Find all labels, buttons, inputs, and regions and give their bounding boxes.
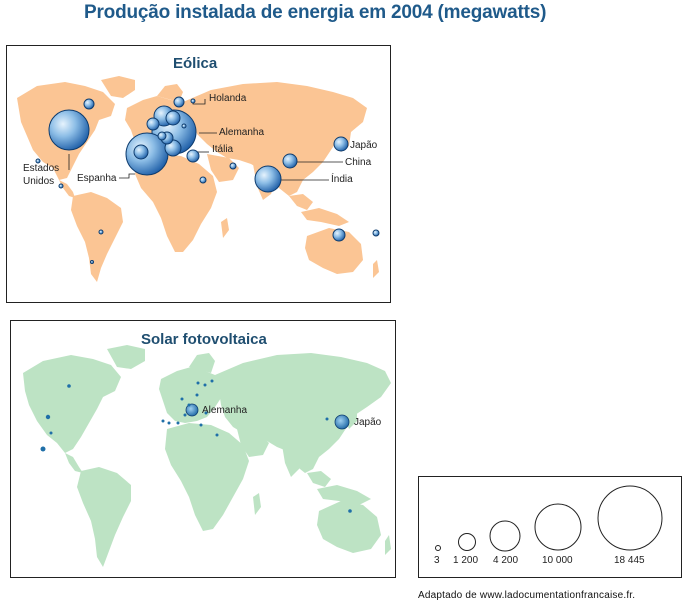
label-india: Índia (331, 174, 353, 185)
solar-dot-israel (215, 433, 219, 437)
solar-dot-korea (325, 417, 329, 421)
bubble-argentina (90, 260, 94, 264)
bubble-costarica (35, 158, 41, 164)
solar-dot-switzerland (176, 421, 180, 425)
solar-landmass (23, 345, 391, 567)
bubble-france (157, 131, 167, 141)
legend-label-3: 3 (434, 555, 440, 566)
solar-dot-denmark (195, 393, 199, 397)
label-holanda: Holanda (209, 93, 247, 104)
solar-dot-canada (67, 384, 71, 388)
solar-dot-finland (210, 379, 214, 383)
legend-circles (435, 485, 663, 552)
solar-dot-usa-1 (45, 414, 51, 420)
solar-map-panel: Solar fotovoltaica Alemanha Japão (10, 320, 396, 578)
bubble-newzealand (372, 229, 380, 237)
bubble-portugal (133, 144, 149, 160)
label-solar-alemanha: Alemanha (202, 405, 248, 416)
wind-map-title: Eólica (173, 55, 218, 72)
legend-circle-18445 (597, 485, 663, 551)
legend-circle-3 (435, 545, 441, 551)
bubble-usa (48, 109, 90, 151)
label-japao: Japão (350, 140, 378, 151)
solar-dot-portugal (161, 419, 165, 423)
bubble-india (254, 165, 282, 193)
legend-circle-1200 (458, 533, 476, 551)
legend-label-18445: 18 445 (614, 555, 645, 566)
solar-dot-italy (199, 423, 203, 427)
solar-dot-uk (180, 397, 184, 401)
bubble-canada (83, 98, 95, 110)
label-estados-unidos-2: Unidos (23, 176, 55, 187)
wind-leader-lines (68, 99, 343, 181)
solar-dots (40, 379, 352, 513)
bubble-uk (146, 117, 160, 131)
solar-dot-australia (348, 509, 352, 513)
solar-world-map (23, 345, 391, 567)
bubble-norway (173, 96, 185, 108)
bubble-finland (190, 98, 196, 104)
page-title: Produção instalada de energia em 2004 (m… (84, 2, 547, 23)
solar-dot-spain (167, 421, 171, 425)
solar-dot-germany (185, 403, 199, 417)
solar-dot-france (183, 413, 187, 417)
solar-dot-usa-2 (40, 446, 46, 452)
solar-dot-norway (196, 381, 200, 385)
bubble-australia (332, 228, 346, 242)
wind-map-panel: Eólica Holanda Alemanha Itália Espanha E… (6, 45, 391, 303)
solar-map-title: Solar fotovoltaica (141, 331, 267, 348)
solar-dot-netherlands (187, 403, 191, 407)
wind-landmass (17, 76, 379, 282)
legend-label-1200: 1 200 (453, 555, 479, 566)
bubble-greece (186, 149, 200, 163)
legend-label-4200: 4 200 (493, 555, 519, 566)
legend-label-10000: 10 000 (542, 555, 573, 566)
solar-dot-sweden (203, 383, 207, 387)
bubble-mexico (58, 183, 64, 189)
label-china: China (345, 157, 372, 168)
wind-world-map (17, 76, 380, 282)
legend-circle-10000 (534, 503, 582, 551)
source-note: Adaptado de www.ladocumentationfrancaise… (418, 590, 636, 601)
bubble-poland (181, 123, 187, 129)
solar-dot-mexico (49, 431, 53, 435)
bubble-netherlands (165, 110, 181, 126)
bubble-iran (229, 162, 237, 170)
size-legend: 3 1 200 4 200 10 000 18 445 (418, 476, 682, 578)
wind-bubbles (35, 96, 380, 264)
legend-circle-4200 (489, 520, 521, 552)
bubble-egypt (199, 176, 207, 184)
label-espanha: Espanha (77, 173, 117, 184)
bubble-brazil (98, 229, 104, 235)
solar-dot-austria (204, 411, 208, 415)
bubble-china (282, 153, 298, 169)
label-estados-unidos-1: Estados (23, 163, 60, 174)
label-alemanha: Alemanha (219, 127, 265, 138)
solar-dot-japan (334, 414, 350, 430)
label-italia: Itália (212, 144, 234, 155)
label-solar-japao: Japão (354, 417, 382, 428)
bubble-japan (333, 136, 349, 152)
